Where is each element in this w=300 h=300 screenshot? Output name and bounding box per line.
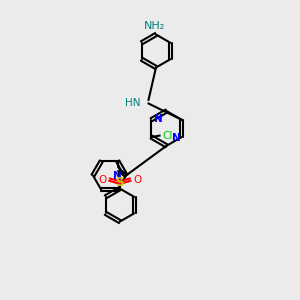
Text: NH₂: NH₂ (144, 21, 165, 31)
Text: HN: HN (124, 98, 140, 109)
Text: S: S (116, 176, 124, 189)
Text: O: O (98, 175, 106, 184)
Text: O: O (134, 175, 142, 184)
Text: N: N (113, 171, 122, 181)
Text: N: N (154, 114, 162, 124)
Text: Cl: Cl (162, 130, 172, 141)
Text: N: N (172, 133, 180, 143)
